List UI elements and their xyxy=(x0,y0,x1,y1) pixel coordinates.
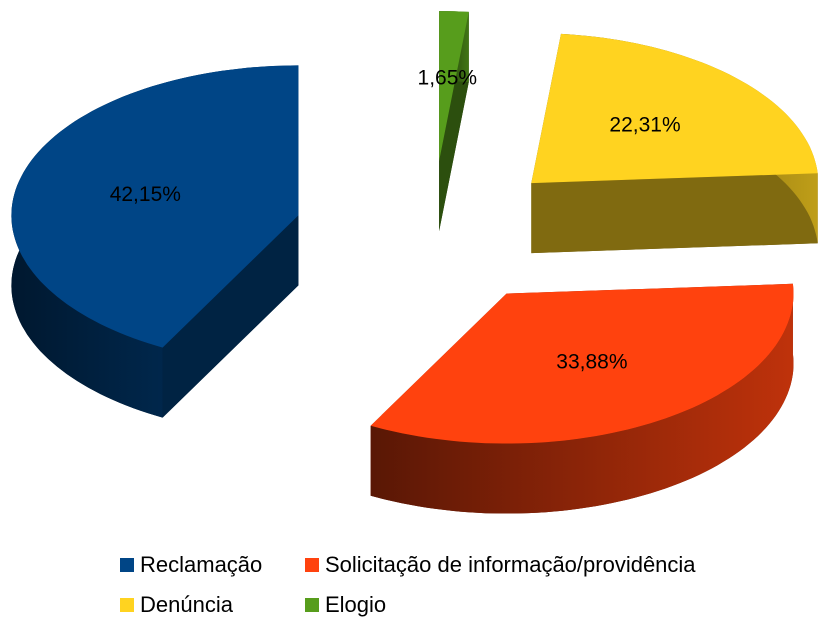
slice-top xyxy=(531,33,818,184)
legend-label: Reclamação xyxy=(140,552,262,577)
slice-side xyxy=(370,283,794,514)
value-label: 1,65% xyxy=(418,66,478,89)
legend-swatch xyxy=(305,598,319,612)
value-label: 22,31% xyxy=(609,113,680,136)
legend-swatch xyxy=(120,598,134,612)
legend-swatch xyxy=(305,558,319,572)
slice-top xyxy=(11,65,299,348)
slice-top xyxy=(370,283,794,444)
slice-edge xyxy=(531,173,818,254)
slice-top xyxy=(439,11,469,162)
legend-swatch xyxy=(120,558,134,572)
legend-label: Elogio xyxy=(325,592,386,617)
value-label: 33,88% xyxy=(556,350,627,373)
value-label: 42,15% xyxy=(110,183,181,206)
legend-label: Solicitação de informação/providência xyxy=(325,552,696,577)
legend-label: Denúncia xyxy=(140,592,234,617)
slice-edge xyxy=(162,215,299,418)
